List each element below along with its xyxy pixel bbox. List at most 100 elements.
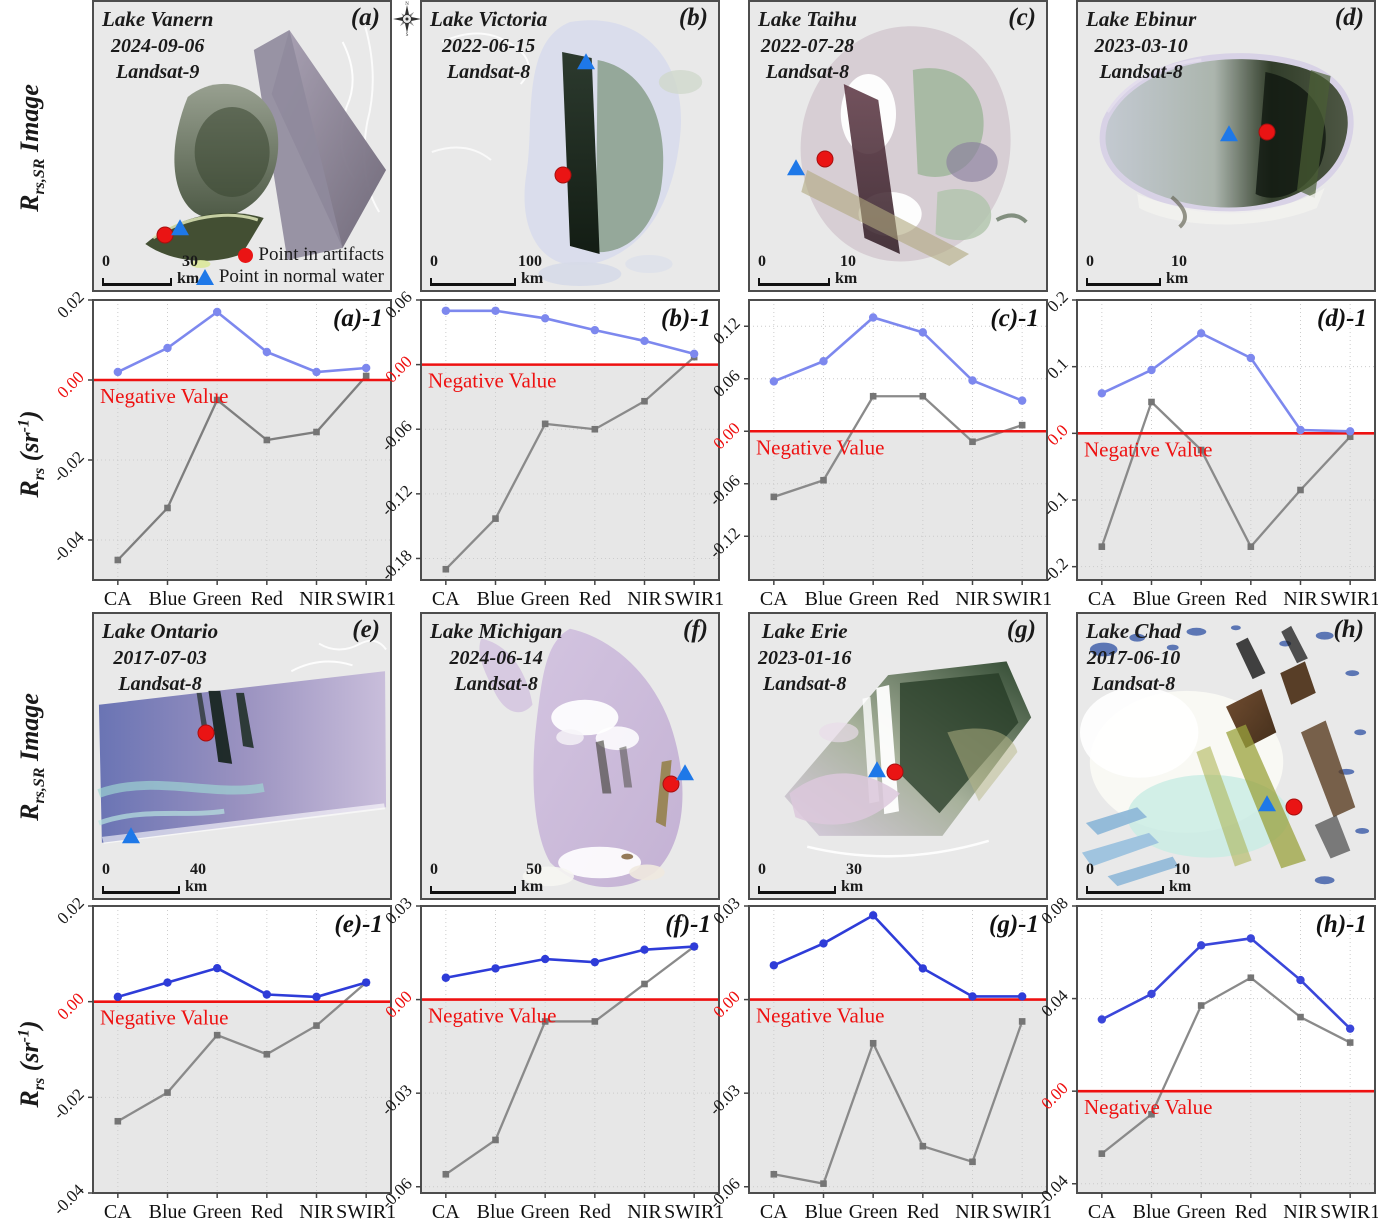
lake-name: Lake Victoria bbox=[430, 7, 548, 31]
svg-text:NIR: NIR bbox=[299, 1201, 334, 1223]
svg-text:Blue: Blue bbox=[149, 588, 187, 610]
lake-name: Lake Vanern bbox=[102, 7, 214, 31]
scale-bar-line bbox=[102, 278, 172, 286]
scale-bar-line bbox=[758, 278, 830, 286]
map-title-block: Lake Ebinur 2023-03-10 Landsat-8 bbox=[1086, 6, 1196, 85]
map-cell-a: Lake Vanern 2024-09-06 Landsat-9 (a) 0 30… bbox=[92, 0, 421, 296]
svg-text:CA: CA bbox=[104, 588, 132, 610]
scale-numbers: 0 10 bbox=[1086, 860, 1190, 878]
svg-text:Green: Green bbox=[1177, 1201, 1226, 1223]
svg-text:SWIR1: SWIR1 bbox=[992, 588, 1052, 610]
scale-unit: km bbox=[185, 877, 208, 895]
rrs-axis-label: Rrs (sr-1) bbox=[14, 1019, 49, 1108]
svg-text:Blue: Blue bbox=[477, 1201, 515, 1223]
map-panel-vanern: Lake Vanern 2024-09-06 Landsat-9 (a) 0 30… bbox=[92, 0, 392, 292]
svg-text:(d)-1: (d)-1 bbox=[1317, 305, 1367, 332]
lake-name: Lake Ebinur bbox=[1086, 7, 1197, 31]
scale-bar: 0 10 km bbox=[758, 253, 857, 286]
svg-text:Negative Value: Negative Value bbox=[100, 384, 228, 408]
scale-unit: km bbox=[521, 269, 544, 287]
satellite-image bbox=[1079, 625, 1370, 887]
image-date: 2024-09-06 bbox=[111, 35, 205, 58]
panel-label: (g) bbox=[1006, 616, 1036, 643]
artifact-point-marker bbox=[1285, 798, 1303, 816]
map-cell-d: Lake Ebinur 2023-03-10 Landsat-8 (d) 0 10… bbox=[1076, 0, 1376, 296]
sensor-name: Landsat-8 bbox=[446, 61, 531, 84]
spectral-chart-d1: 0.20.10.0-0.1-0.2CA Blue Green Red NIR SWIR1(… bbox=[1039, 287, 1378, 610]
scale-unit: km bbox=[1166, 269, 1189, 287]
map-title-block: Lake Vanern 2024-09-06 Landsat-9 bbox=[102, 6, 213, 85]
svg-text:S: S bbox=[406, 33, 409, 36]
svg-text:Negative Value: Negative Value bbox=[100, 1006, 228, 1030]
scale-numbers: 0 50 bbox=[430, 860, 542, 878]
image-row-label: Rrs,SR Image bbox=[14, 84, 49, 212]
sensor-name: Landsat-8 bbox=[1091, 673, 1176, 696]
scale-bar: 0 10 km bbox=[1086, 253, 1188, 286]
scale-bar-line bbox=[430, 886, 516, 894]
satellite-image bbox=[479, 628, 683, 888]
svg-text:NIR: NIR bbox=[1283, 1201, 1318, 1223]
scale-numbers: 0 40 bbox=[102, 860, 206, 878]
svg-text:Green: Green bbox=[193, 1201, 242, 1223]
panel-label: (c) bbox=[1008, 4, 1036, 31]
sensor-name: Landsat-8 bbox=[765, 61, 850, 84]
map-title-block: Lake Erie 2023-01-16 Landsat-8 bbox=[758, 618, 851, 697]
lake-name: Lake Ontario bbox=[102, 619, 219, 643]
svg-text:Blue: Blue bbox=[805, 1201, 843, 1223]
svg-text:CA: CA bbox=[1088, 1201, 1116, 1223]
svg-text:Blue: Blue bbox=[1133, 1201, 1171, 1223]
scale-bar-line bbox=[1086, 886, 1164, 894]
svg-text:NIR: NIR bbox=[1283, 588, 1318, 610]
scale-numbers: 0 30 bbox=[102, 252, 198, 270]
map-cell-f: Lake Michigan 2024-06-14 Landsat-8 (f) 0… bbox=[420, 612, 720, 902]
svg-text:Green: Green bbox=[849, 588, 898, 610]
svg-text:Negative Value: Negative Value bbox=[428, 369, 556, 393]
normal-water-point-marker bbox=[676, 764, 695, 781]
normal-water-point-marker bbox=[868, 761, 887, 778]
map-title-block: Lake Michigan 2024-06-14 Landsat-8 bbox=[430, 618, 562, 697]
svg-text:(f)-1: (f)-1 bbox=[665, 911, 711, 938]
scale-unit: km bbox=[177, 269, 200, 287]
artifact-point-marker bbox=[662, 775, 680, 793]
sensor-name: Landsat-9 bbox=[116, 61, 200, 84]
panel-label: (e) bbox=[352, 616, 380, 643]
svg-text:Blue: Blue bbox=[149, 1201, 187, 1223]
satellite-image bbox=[145, 26, 387, 268]
scale-unit: km bbox=[1169, 877, 1192, 895]
svg-text:Green: Green bbox=[521, 1201, 570, 1223]
normal-water-point-marker bbox=[1219, 125, 1238, 142]
svg-text:(e)-1: (e)-1 bbox=[334, 911, 383, 938]
normal-water-point-marker bbox=[122, 826, 140, 843]
artifact-point-marker bbox=[197, 724, 215, 742]
svg-text:CA: CA bbox=[1088, 588, 1116, 610]
scale-numbers: 0 10 bbox=[758, 252, 856, 270]
svg-text:CA: CA bbox=[432, 588, 460, 610]
scale-bar: 0 50 km bbox=[430, 861, 543, 894]
svg-text:SWIR1: SWIR1 bbox=[992, 1201, 1052, 1223]
panel-label: (h) bbox=[1333, 616, 1364, 643]
image-date: 2023-01-16 bbox=[758, 647, 852, 670]
rrs-axis-label: Rrs (sr-1) bbox=[14, 410, 49, 498]
svg-text:(c)-1: (c)-1 bbox=[990, 305, 1039, 332]
scale-unit: km bbox=[835, 269, 858, 287]
svg-text:Negative Value: Negative Value bbox=[1084, 1095, 1212, 1119]
svg-text:CA: CA bbox=[104, 1201, 132, 1223]
svg-text:(g)-1: (g)-1 bbox=[989, 911, 1039, 938]
image-date: 2024-06-14 bbox=[449, 647, 543, 670]
scale-bar-line bbox=[102, 886, 180, 894]
panel-label: (d) bbox=[1334, 4, 1364, 31]
map-panel-michigan: Lake Michigan 2024-06-14 Landsat-8 (f) 0… bbox=[420, 612, 720, 900]
svg-text:Red: Red bbox=[251, 1201, 283, 1223]
spectral-chart-g1: 0.030.00-0.03-0.06 CA Blue Green Red NIR SWIR1… bbox=[705, 893, 1052, 1223]
row3-axis-label-cell: Rrs,SR Image bbox=[0, 612, 64, 902]
scale-bar: 0 30 km bbox=[102, 253, 199, 286]
normal-water-point-marker bbox=[577, 53, 596, 70]
row1-axis-label-cell: Rrs,SR Image bbox=[0, 0, 64, 296]
panel-label: (a) bbox=[350, 4, 380, 31]
panel-label: (f) bbox=[683, 616, 708, 643]
